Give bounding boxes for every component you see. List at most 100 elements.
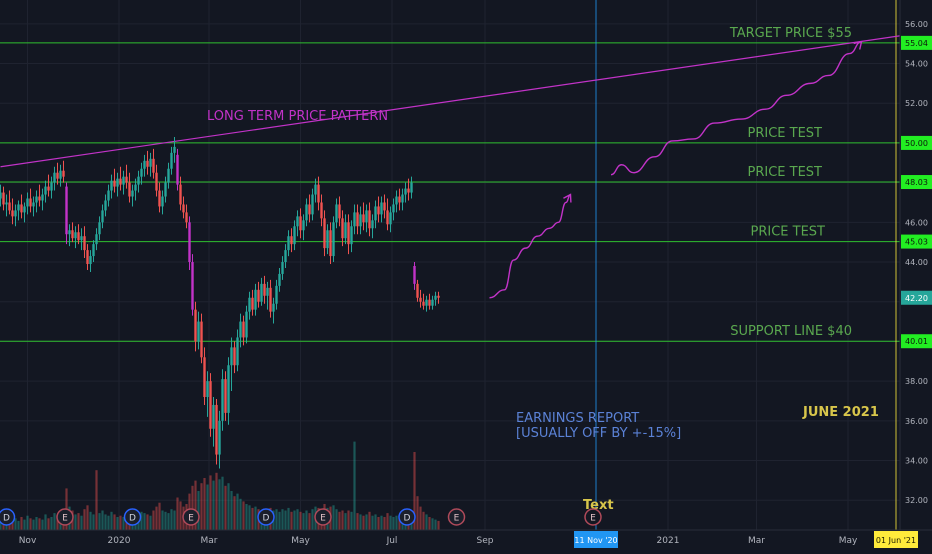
time-axis-background — [0, 530, 932, 550]
earnings-marker-icon[interactable]: E — [447, 508, 466, 526]
candle-body — [305, 204, 308, 221]
price-badge-label: 40.01 — [905, 337, 928, 346]
candle — [173, 136, 176, 163]
volume-bar — [359, 514, 362, 530]
volume-bar — [98, 513, 101, 530]
candle — [149, 152, 152, 177]
candle-body — [95, 234, 98, 245]
candle-body — [206, 381, 209, 398]
volume-bar — [386, 513, 389, 530]
volume-bar — [293, 510, 296, 530]
volume-bar — [374, 514, 377, 530]
candle-body — [278, 273, 281, 286]
price-level-label: PRICE TEST — [748, 165, 823, 180]
time-axis[interactable]: Nov 2020 Mar May Jul Sep 2021 Mar May 11 Nov '20 0… — [0, 529, 932, 550]
candle — [20, 194, 23, 219]
earnings-annotation-line-1: EARNINGS REPORT — [516, 411, 639, 426]
volume-bar — [416, 496, 419, 530]
event-marker-letter: E — [62, 514, 68, 524]
trendline-label: LONG TERM PRICE PATTERN — [207, 109, 388, 124]
event-marker-letter: D — [404, 514, 411, 524]
candles-layer[interactable] — [0, 136, 440, 469]
volume-bar — [413, 452, 416, 530]
candle-body — [413, 265, 416, 284]
candle-body — [119, 178, 122, 185]
candle — [260, 277, 263, 306]
candle-body — [368, 210, 371, 229]
candle — [11, 198, 14, 225]
candle — [86, 244, 89, 270]
candle — [356, 204, 359, 235]
candle-body — [212, 404, 215, 429]
volume-bar — [353, 441, 356, 530]
volume-bar — [299, 511, 302, 530]
candle-body — [47, 186, 50, 191]
dividend-marker-icon[interactable]: D — [398, 508, 416, 526]
candle-body — [359, 214, 362, 227]
candle — [113, 168, 116, 193]
candle-body — [11, 210, 14, 217]
candle — [326, 224, 329, 255]
candle-body — [56, 172, 59, 179]
dividend-marker-icon[interactable]: D — [257, 508, 275, 526]
candle-body — [5, 202, 8, 205]
volume-bar — [212, 480, 215, 530]
event-marker-circle — [257, 508, 275, 526]
volume-bar — [230, 491, 233, 530]
volume-bar — [281, 509, 284, 530]
candle — [92, 240, 95, 263]
candle — [116, 172, 119, 197]
price-badge — [901, 290, 932, 305]
candle — [32, 196, 35, 217]
candle — [302, 214, 305, 241]
price-level-label: PRICE TEST — [751, 225, 826, 240]
dividend-marker-icon[interactable]: D — [0, 508, 16, 526]
volume-bar — [170, 509, 173, 530]
candle — [233, 341, 236, 374]
volume-bar — [218, 479, 221, 530]
earnings-marker-icon[interactable]: E — [584, 508, 602, 526]
candle-body — [161, 196, 164, 207]
volume-bar — [110, 511, 113, 530]
volume-bar — [35, 517, 38, 530]
candle-body — [260, 283, 263, 302]
candle-body — [2, 192, 5, 205]
dividend-marker-icon[interactable]: D — [123, 508, 142, 526]
candle — [35, 190, 38, 213]
candle-body — [176, 154, 179, 185]
projection-path — [610, 40, 862, 176]
candle — [413, 262, 416, 290]
event-marker-circle — [447, 508, 466, 526]
earnings-marker-icon[interactable]: E — [314, 508, 332, 526]
candle — [236, 329, 239, 372]
candle — [419, 289, 422, 308]
earnings-marker-icon[interactable]: E — [56, 508, 74, 526]
candle-body — [110, 180, 113, 191]
volume-bar — [74, 514, 77, 530]
price-axis[interactable]: 32.0034.0036.0038.0040.0042.0044.0046.00… — [899, 0, 932, 550]
candle — [350, 220, 353, 253]
candle-body — [296, 216, 299, 227]
volume-bar — [335, 509, 338, 530]
candle-body — [245, 311, 248, 338]
candle-body — [308, 204, 311, 215]
volume-bar — [434, 519, 437, 530]
candle — [104, 194, 107, 217]
candle — [431, 295, 434, 310]
earnings-marker-icon[interactable]: E — [182, 508, 200, 526]
candle-body — [410, 182, 413, 193]
candle-body — [224, 379, 227, 413]
volume-bar — [149, 515, 152, 530]
candle-body — [191, 262, 194, 310]
price-badge — [901, 334, 932, 349]
price-axis-background — [900, 0, 932, 550]
candle — [332, 216, 335, 263]
price-tick-label: 44.00 — [905, 258, 928, 267]
price-badge-label: 45.03 — [905, 238, 928, 247]
price-badge — [901, 234, 932, 249]
candle — [290, 228, 293, 253]
candle — [128, 172, 131, 203]
